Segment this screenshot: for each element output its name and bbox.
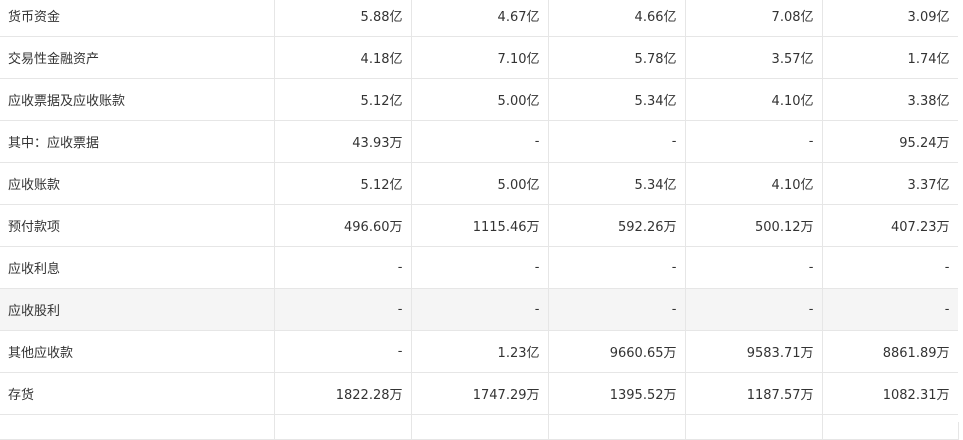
table-row: 应收利息 - - - - -	[0, 246, 959, 289]
row-label: 其他应收款	[0, 330, 275, 373]
table-row: 应收账款 5.12亿 5.00亿 5.34亿 4.10亿 3.37亿	[0, 162, 959, 205]
table-cell: 5.12亿	[274, 162, 412, 205]
table-cell: 496.60万	[274, 204, 412, 247]
table-cell: 407.23万	[822, 204, 959, 247]
table-row: 预付款项 496.60万 1115.46万 592.26万 500.12万 40…	[0, 204, 959, 247]
row-label: 交易性金融资产	[0, 36, 275, 79]
table-cell: 4.66亿	[548, 0, 686, 37]
table-cell: 1082.31万	[822, 372, 959, 415]
table-row: 应收票据及应收账款 5.12亿 5.00亿 5.34亿 4.10亿 3.38亿	[0, 78, 959, 121]
table-row: 其他应收款 - 1.23亿 9660.65万 9583.71万 8861.89万	[0, 330, 959, 373]
table-cell: 5.78亿	[548, 36, 686, 79]
row-label: 应收股利	[0, 288, 275, 331]
table-cell: 5.34亿	[548, 162, 686, 205]
table-cell: 1187.57万	[685, 372, 823, 415]
table-row: 存货 1822.28万 1747.29万 1395.52万 1187.57万 1…	[0, 372, 959, 415]
table-cell: 5.88亿	[274, 0, 412, 37]
table-cell: 5.00亿	[411, 162, 549, 205]
table-cell: -	[548, 246, 686, 289]
table-cell-empty	[685, 414, 823, 440]
table-cell: -	[274, 330, 412, 373]
table-cell: 4.67亿	[411, 0, 549, 37]
row-label: 其中：应收票据	[0, 120, 275, 163]
table-cell: -	[411, 288, 549, 331]
table-cell: 5.34亿	[548, 78, 686, 121]
table-row: 交易性金融资产 4.18亿 7.10亿 5.78亿 3.57亿 1.74亿	[0, 36, 959, 79]
table-cell: 3.57亿	[685, 36, 823, 79]
row-label-empty	[0, 414, 275, 440]
table-cell: 7.08亿	[685, 0, 823, 37]
table-cell: 1395.52万	[548, 372, 686, 415]
table-cell-empty	[548, 414, 686, 440]
table-cell: -	[685, 288, 823, 331]
table-cell: -	[411, 246, 549, 289]
table-cell: 4.10亿	[685, 78, 823, 121]
table-cell: 5.00亿	[411, 78, 549, 121]
table-cell: -	[685, 246, 823, 289]
table-row-partial	[0, 414, 959, 440]
table-cell: -	[822, 246, 959, 289]
table-cell: 1115.46万	[411, 204, 549, 247]
table-cell: 1822.28万	[274, 372, 412, 415]
row-label: 货币资金	[0, 0, 275, 37]
table-cell: 8861.89万	[822, 330, 959, 373]
table-cell: -	[685, 120, 823, 163]
table-cell: -	[274, 246, 412, 289]
table-cell: 4.18亿	[274, 36, 412, 79]
row-label: 应收利息	[0, 246, 275, 289]
table-cell: -	[822, 288, 959, 331]
table-cell: 9660.65万	[548, 330, 686, 373]
table-cell: 1747.29万	[411, 372, 549, 415]
table-cell: -	[548, 120, 686, 163]
table-row: 货币资金 5.88亿 4.67亿 4.66亿 7.08亿 3.09亿	[0, 0, 959, 37]
table-cell: 592.26万	[548, 204, 686, 247]
table-row: 其中：应收票据 43.93万 - - - 95.24万	[0, 120, 959, 163]
table-cell: 500.12万	[685, 204, 823, 247]
table-cell: -	[548, 288, 686, 331]
table-cell: 7.10亿	[411, 36, 549, 79]
table-cell-empty	[411, 414, 549, 440]
page-right-edge	[958, 0, 963, 422]
table-cell: 43.93万	[274, 120, 412, 163]
table-cell-empty	[822, 414, 959, 440]
table-cell: 1.74亿	[822, 36, 959, 79]
table-row-highlighted: 应收股利 - - - - -	[0, 288, 959, 331]
table-cell-empty	[274, 414, 412, 440]
table-cell: 5.12亿	[274, 78, 412, 121]
table-cell: -	[411, 120, 549, 163]
table-cell: 3.38亿	[822, 78, 959, 121]
row-label: 预付款项	[0, 204, 275, 247]
row-label: 应收账款	[0, 162, 275, 205]
table-cell: 1.23亿	[411, 330, 549, 373]
table-cell: 4.10亿	[685, 162, 823, 205]
table-cell: 3.37亿	[822, 162, 959, 205]
row-label: 应收票据及应收账款	[0, 78, 275, 121]
table-cell: 95.24万	[822, 120, 959, 163]
table-cell: 3.09亿	[822, 0, 959, 37]
table-cell: 9583.71万	[685, 330, 823, 373]
row-label: 存货	[0, 372, 275, 415]
table-cell: -	[274, 288, 412, 331]
